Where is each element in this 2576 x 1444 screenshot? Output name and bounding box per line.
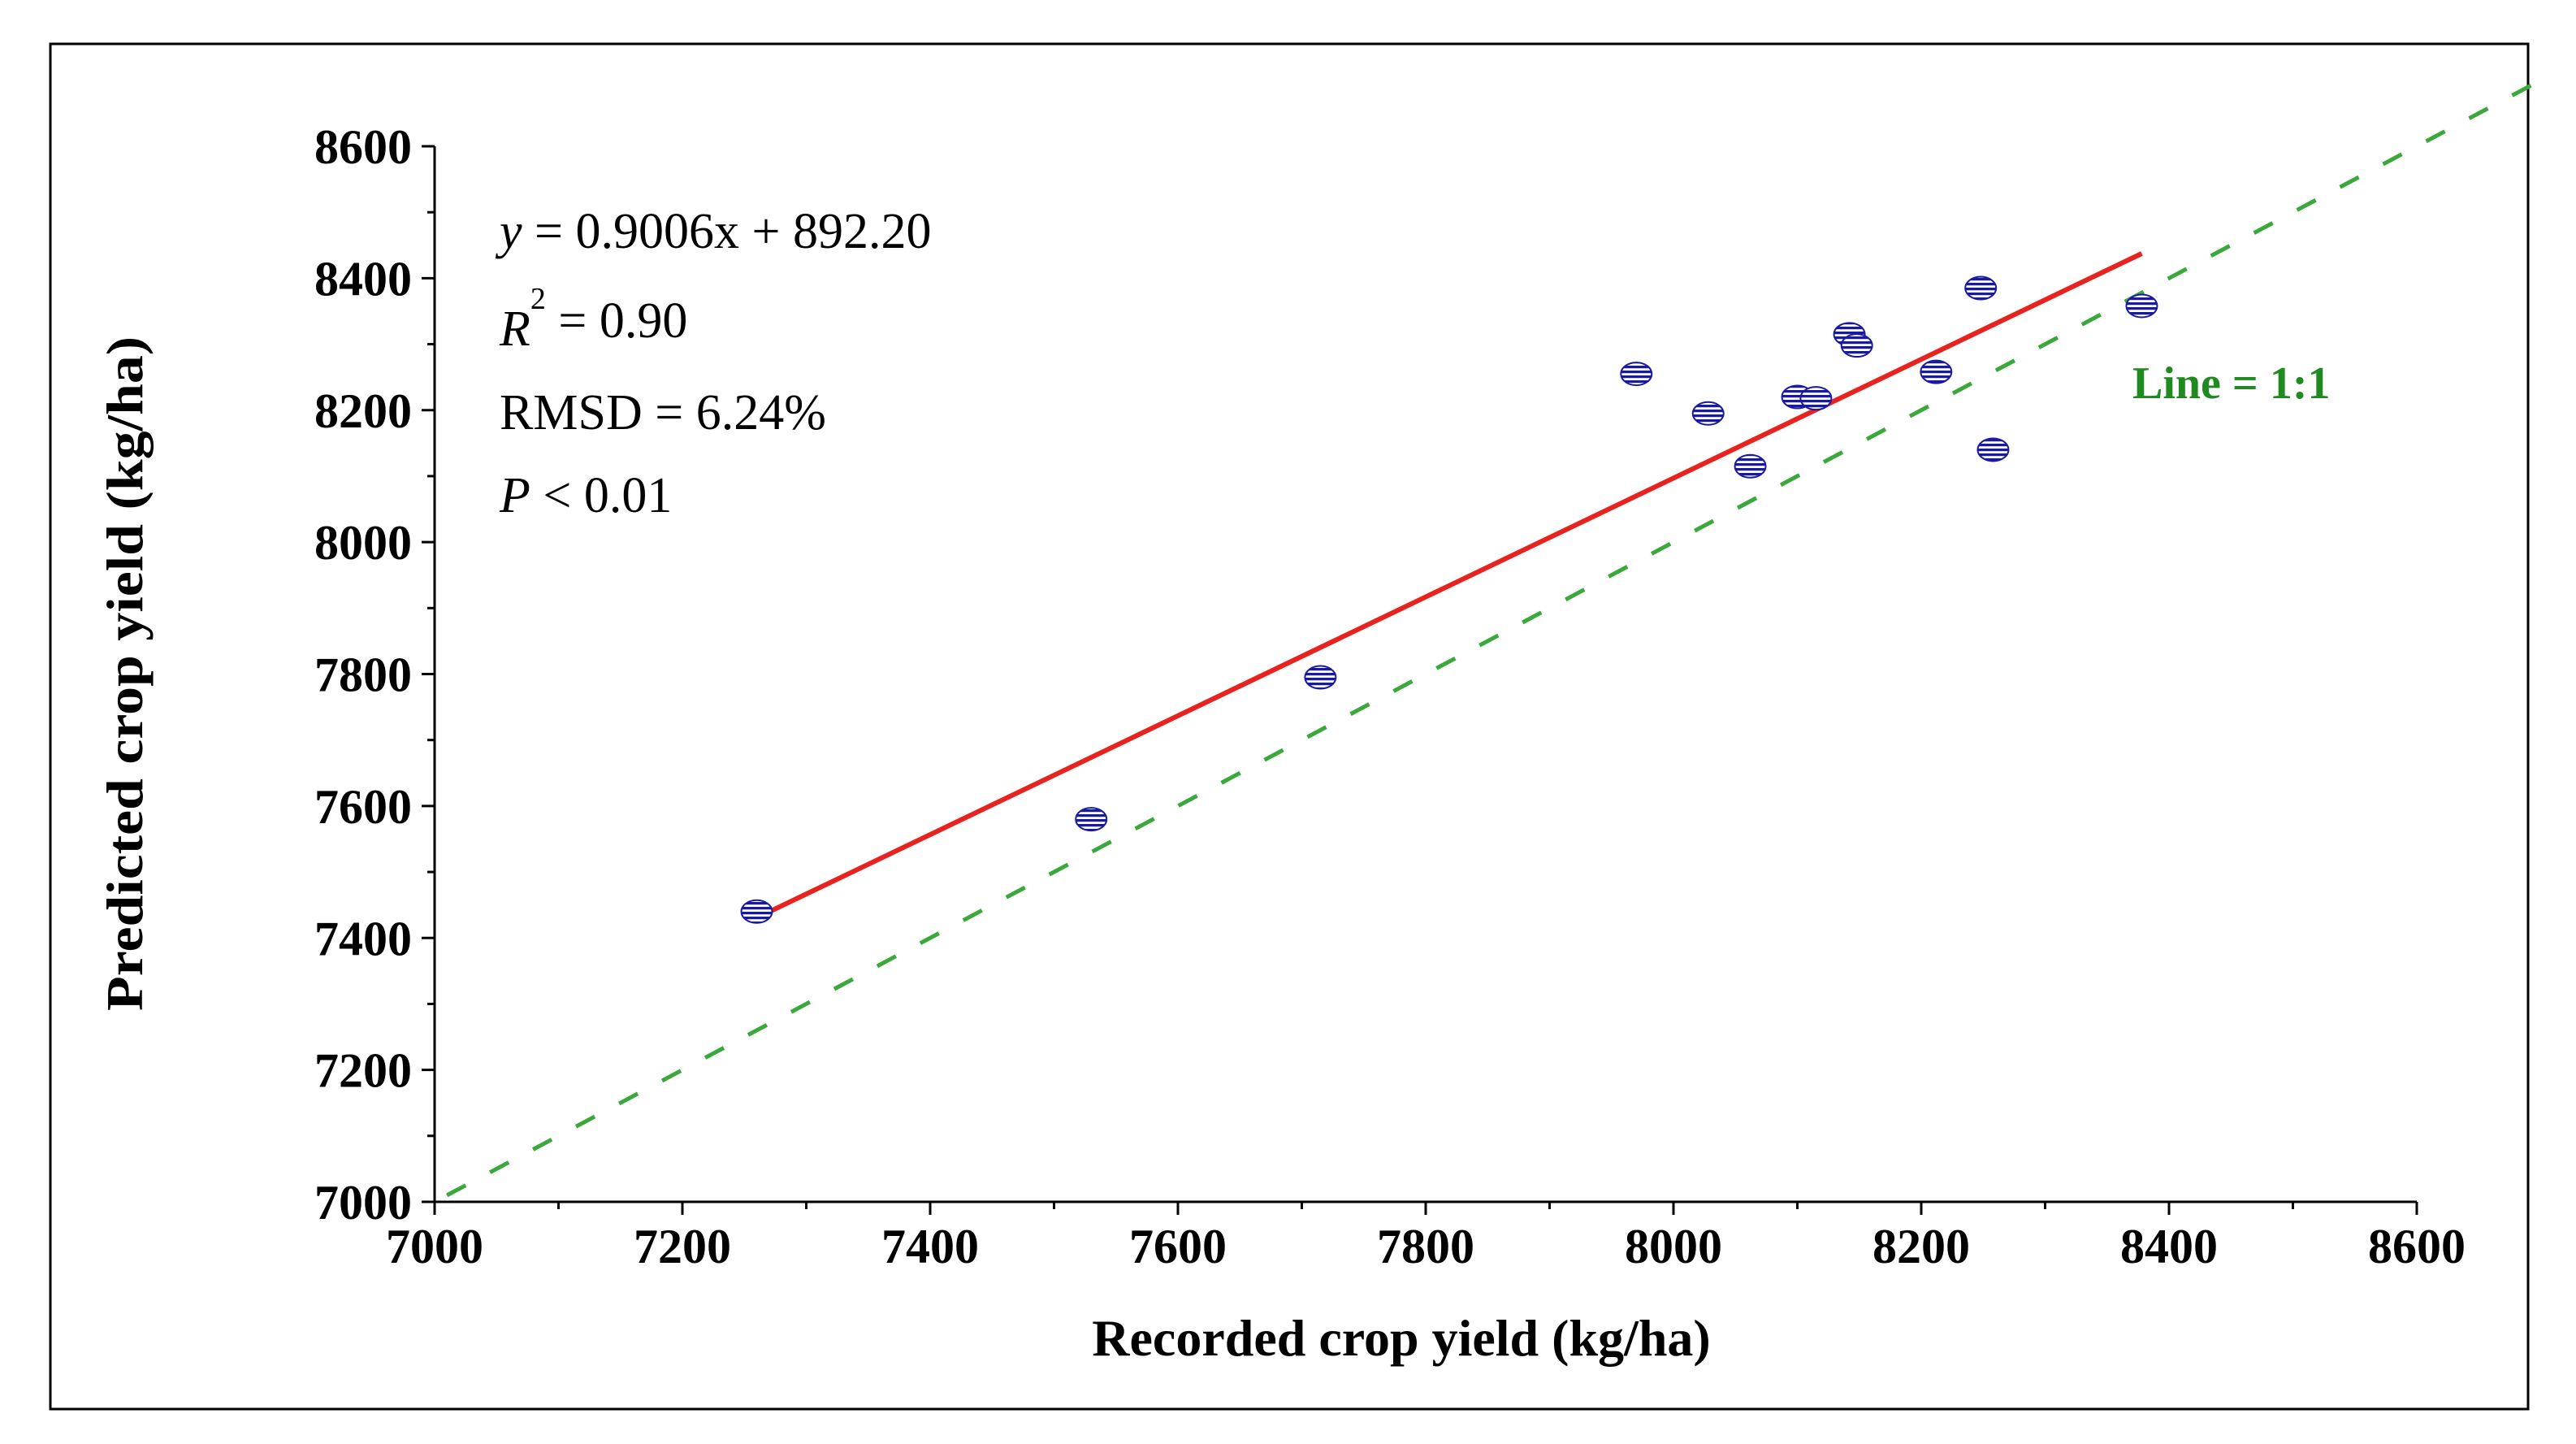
data-point	[1734, 453, 1767, 479]
y-tick-label: 7800	[314, 648, 412, 702]
equation-text: = 0.9006x + 892.20	[522, 204, 932, 259]
r-squared-variable: R	[499, 301, 530, 357]
data-point	[740, 899, 773, 924]
fit-line	[755, 251, 2143, 921]
x-tick-label: 7000	[386, 1220, 483, 1273]
y-tick-label: 7600	[314, 780, 412, 834]
data-point	[2125, 293, 2158, 319]
data-point	[1920, 359, 1953, 384]
data-point	[1964, 275, 1998, 301]
y-tick-label: 7200	[314, 1044, 412, 1098]
y-axis-title: Predicted crop yield (kg/ha)	[96, 336, 154, 1011]
equation-variable: y	[495, 204, 522, 259]
x-tick-label: 8400	[2120, 1220, 2218, 1273]
y-tick-label: 7000	[314, 1176, 412, 1229]
x-tick-label: 7800	[1377, 1220, 1474, 1273]
x-axis-title: Recorded crop yield (kg/ha)	[1092, 1309, 1710, 1367]
reference-line-path	[446, 78, 2542, 1198]
y-axis-ticks: 7000 7200 7400 7600 7800 8000 8200 8400 8600	[314, 120, 435, 1229]
data-point	[1799, 386, 1833, 411]
data-point	[1620, 362, 1653, 387]
data-point	[1840, 333, 1873, 358]
x-axis-ticks: 7000 7200 7400 7600 7800 8000 8200 8400 8600	[386, 1202, 2466, 1273]
r-squared-value: = 0.90	[546, 293, 687, 349]
x-tick-label: 8000	[1625, 1220, 1722, 1273]
data-point	[1691, 401, 1725, 426]
x-tick-label: 8200	[1872, 1220, 1970, 1273]
rmsd-text: RMSD = 6.24%	[500, 385, 826, 440]
figure-frame	[49, 42, 2530, 1411]
data-point	[1075, 807, 1108, 832]
r-squared-superscript: 2	[530, 282, 546, 316]
x-tick-label: 8600	[2368, 1220, 2466, 1273]
data-points	[740, 275, 2158, 924]
y-tick-label: 8600	[314, 120, 412, 174]
x-tick-label: 7400	[881, 1220, 979, 1273]
data-point	[1976, 437, 2010, 462]
x-tick-label: 7200	[634, 1220, 731, 1273]
regression-equation: y = 0.9006x + 892.20	[495, 204, 931, 259]
y-tick-label: 7400	[314, 912, 412, 965]
x-tick-label: 7600	[1129, 1220, 1227, 1273]
reference-line	[446, 78, 2542, 1198]
r-squared: R2 = 0.90	[499, 282, 687, 357]
fit-line-path	[755, 251, 2143, 921]
data-point	[1304, 665, 1337, 690]
p-value-text: < 0.01	[530, 468, 672, 523]
y-tick-label: 8200	[314, 384, 412, 438]
p-value-variable: P	[499, 468, 530, 523]
reference-line-label: Line = 1:1	[2132, 358, 2330, 409]
p-value: P < 0.01	[499, 468, 672, 523]
y-tick-label: 8400	[314, 252, 412, 306]
y-tick-label: 8000	[314, 516, 412, 570]
